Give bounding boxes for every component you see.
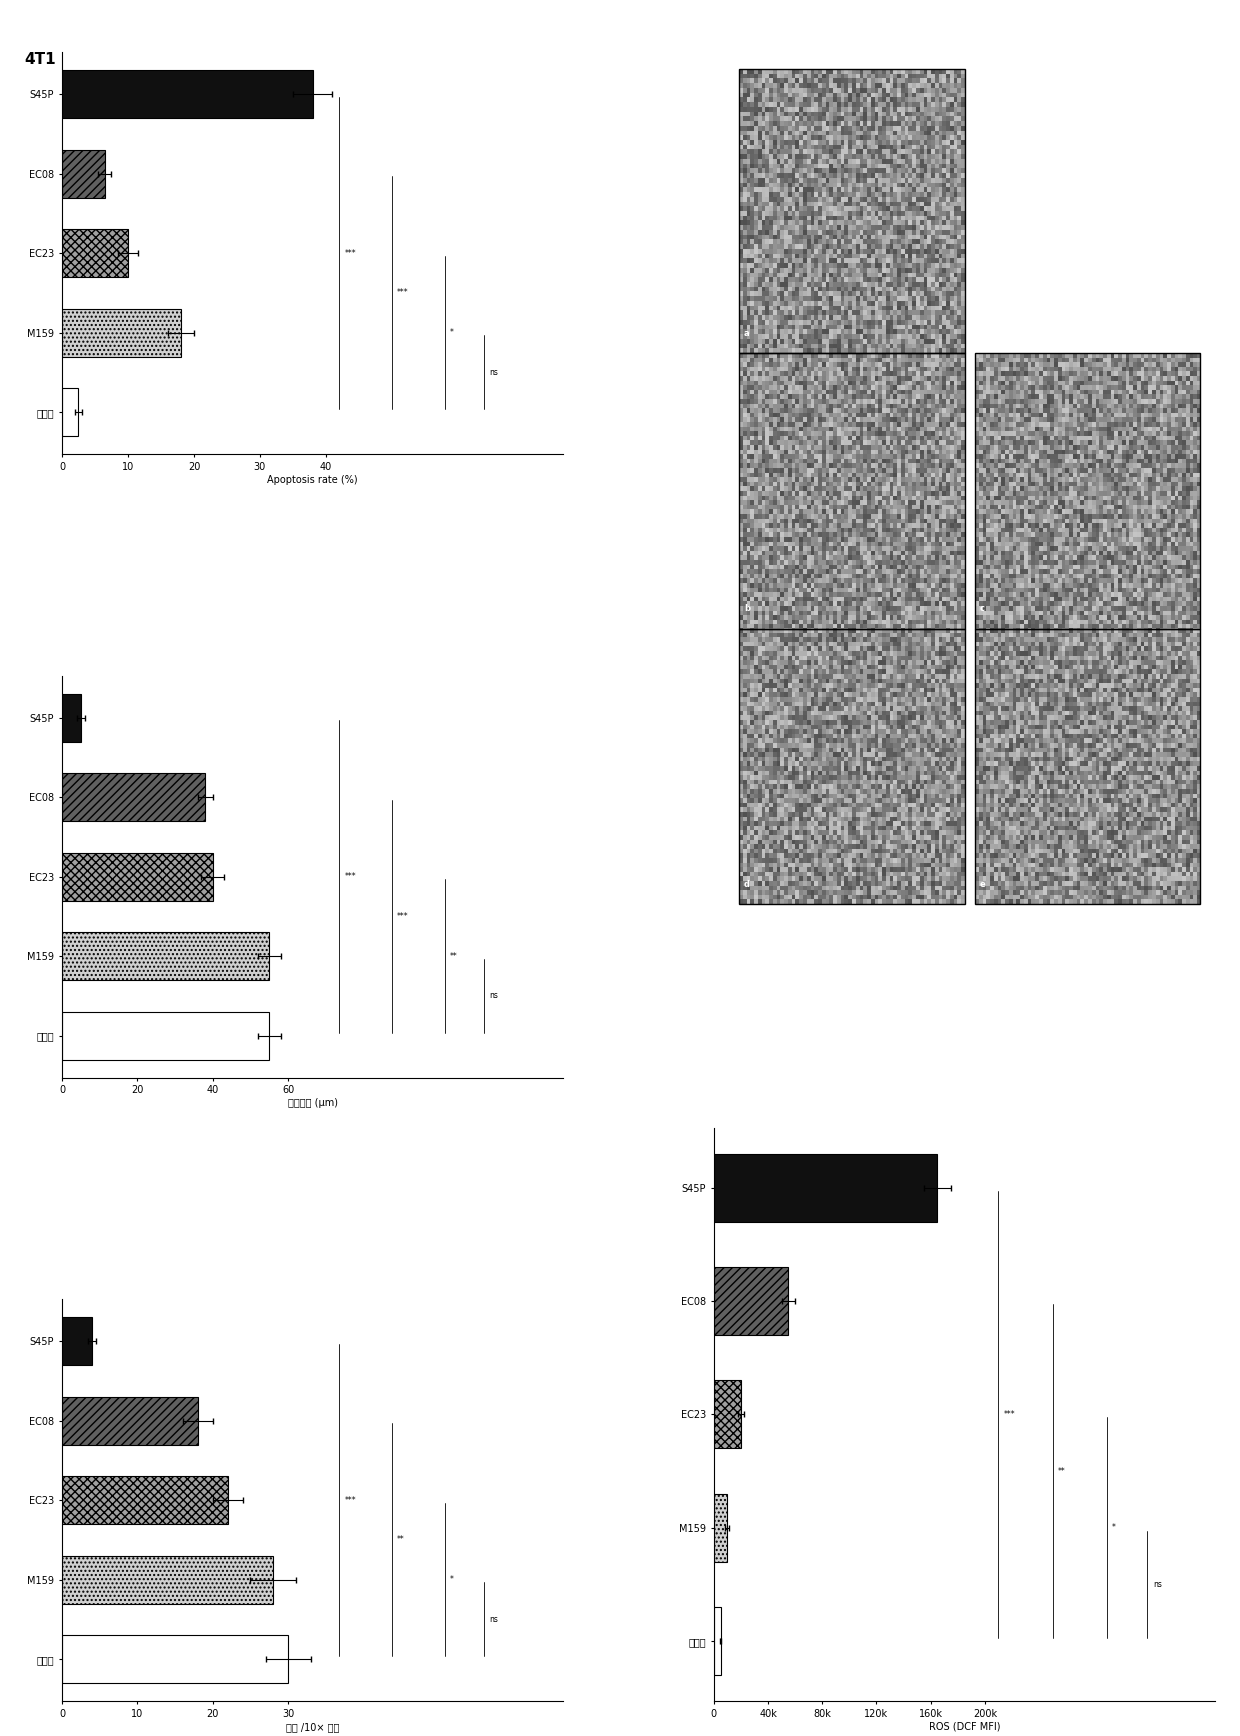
Bar [714,1493,728,1562]
Bar [62,71,312,118]
Bar [62,389,78,436]
Bar [62,1012,269,1059]
Text: ***: *** [345,1496,356,1505]
Text: **: ** [1058,1467,1065,1476]
Text: ***: *** [345,871,356,882]
Text: ns: ns [1153,1580,1162,1588]
X-axis label: 细胞 /10× 视野: 细胞 /10× 视野 [286,1722,340,1733]
Text: **: ** [397,1535,405,1545]
Bar [62,1318,92,1364]
X-axis label: 划痕距离 (μm): 划痕距离 (μm) [288,1099,337,1108]
Bar [62,1635,288,1682]
Bar [62,149,105,198]
Bar [62,1555,273,1604]
Bar [62,1476,228,1524]
X-axis label: Apoptosis rate (%): Apoptosis rate (%) [268,474,358,484]
Text: *: * [450,328,454,337]
Bar [62,694,81,741]
Text: e: e [980,880,986,889]
Text: ns: ns [490,991,498,1000]
Text: d: d [744,880,750,889]
Bar [62,229,128,278]
Text: b: b [744,604,750,613]
Text: c: c [980,604,985,613]
Text: *: * [450,1575,454,1585]
Bar [62,852,213,901]
Text: ***: *** [1004,1410,1016,1418]
Text: a: a [744,330,749,339]
Text: **: ** [450,951,458,960]
Bar [62,1397,197,1444]
Bar [714,1608,720,1675]
Text: ***: *** [345,248,356,257]
Text: ***: *** [397,911,409,920]
Bar [714,1380,742,1448]
Bar [62,932,269,981]
Bar [714,1154,937,1222]
Text: ns: ns [490,1614,498,1623]
Text: ***: *** [397,288,409,297]
Text: *: * [1112,1522,1116,1533]
Text: 4T1: 4T1 [25,52,57,68]
Bar [62,309,181,356]
Bar [62,773,206,821]
Text: ns: ns [490,368,498,377]
X-axis label: ROS (DCF MFI): ROS (DCF MFI) [929,1722,1001,1733]
Bar [714,1267,789,1335]
